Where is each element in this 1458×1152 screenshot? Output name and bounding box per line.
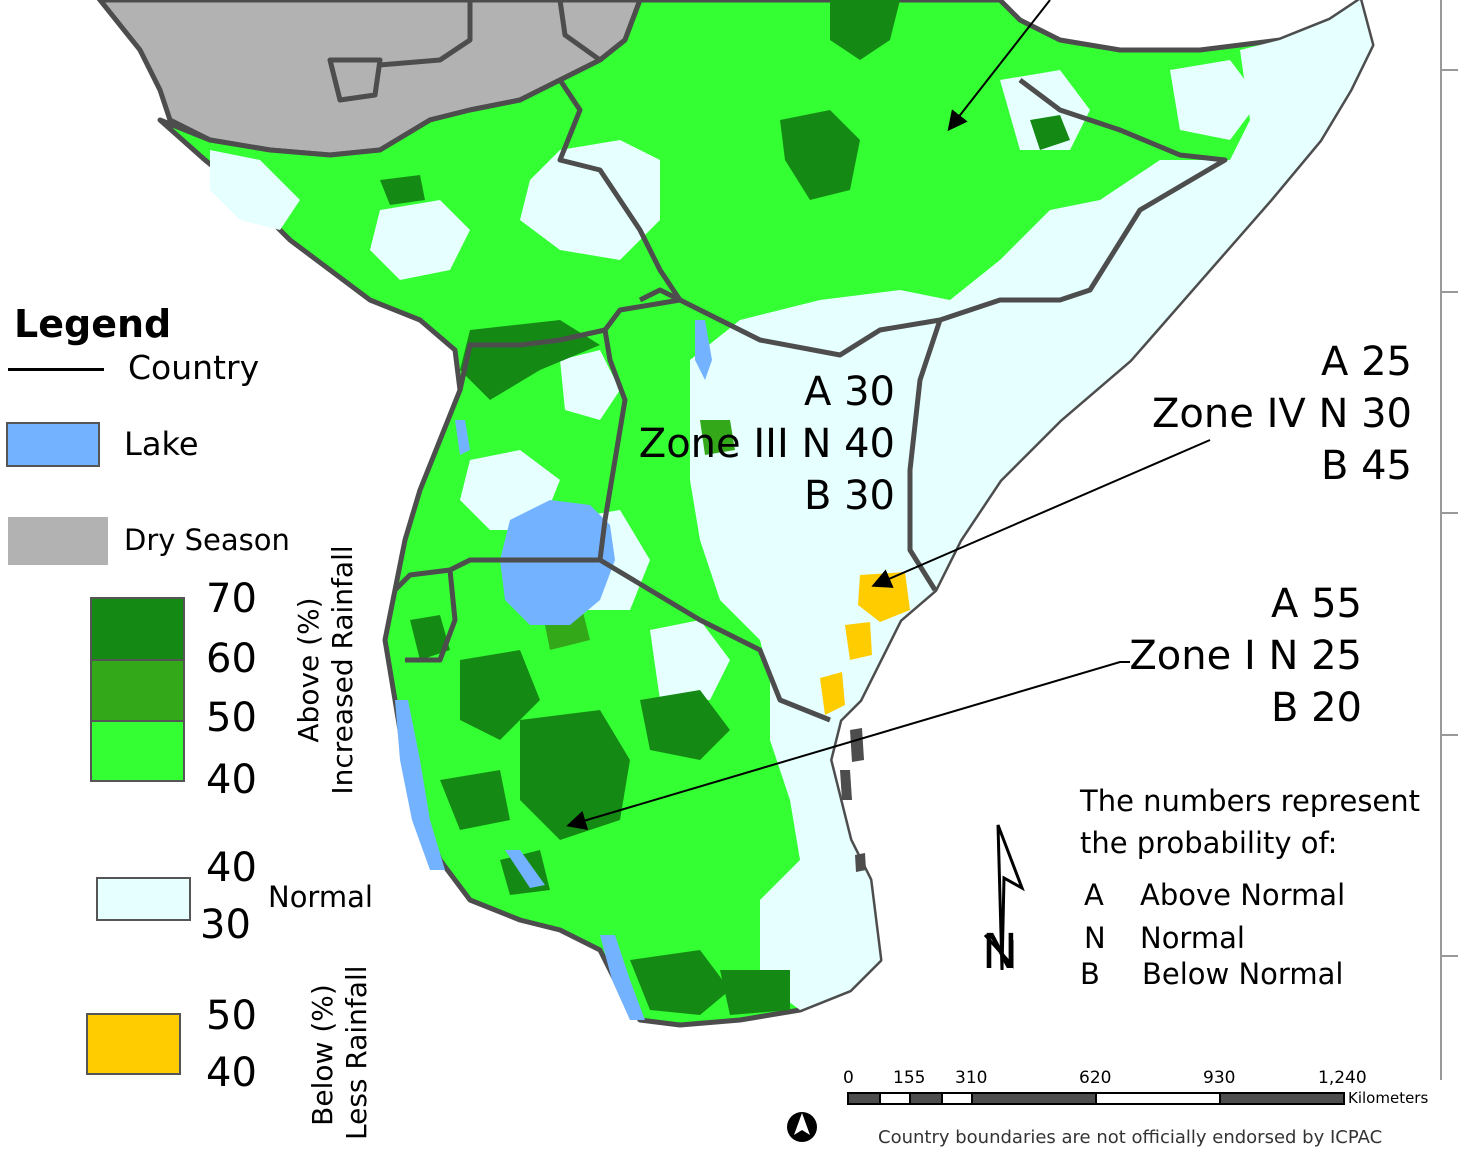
islands <box>840 728 866 872</box>
compass-icon <box>787 1112 817 1142</box>
north-arrow-letter: N <box>982 924 1018 980</box>
zone-iv-line-n: Zone IV N 30 <box>1152 391 1412 437</box>
zone-iii-line-a: A 30 <box>804 369 895 415</box>
dry-season-swatch <box>8 517 108 565</box>
above-label-line2: Increased Rainfall <box>326 545 359 795</box>
explanation-code-n: N <box>1084 921 1106 955</box>
explanation-code-b: B <box>1080 957 1100 991</box>
above-60-swatch <box>90 659 185 722</box>
below-swatch <box>86 1013 181 1075</box>
legend-country-label: Country <box>128 348 260 387</box>
lake-swatch <box>6 422 100 467</box>
legend-title: Legend <box>14 302 172 346</box>
country-line-symbol <box>8 368 104 371</box>
scale-tick-0: 0 <box>843 1068 854 1088</box>
north-arrow-icon <box>983 824 1025 971</box>
scale-unit: Kilometers <box>1348 1089 1429 1107</box>
explanation-label-n: Normal <box>1140 921 1245 955</box>
explanation-line1: The numbers represent <box>1080 784 1421 818</box>
above-60-areas <box>380 0 1070 1015</box>
above-label-line1: Above (%) <box>292 597 325 743</box>
above-50-swatch <box>90 720 185 782</box>
zone-ii-arrow <box>947 0 1051 132</box>
scale-tick-930: 930 <box>1203 1068 1236 1088</box>
zone-iii-label: A 30 Zone III N 40 B 30 <box>620 366 895 522</box>
explanation-label-b: Below Normal <box>1142 957 1344 991</box>
legend-normal-label: Normal <box>268 880 373 914</box>
below-vertical-label: Below (%) Less Rainfall <box>306 965 374 1140</box>
explanation-line2: the probability of: <box>1080 826 1338 860</box>
country-borders <box>327 0 1228 723</box>
map-frame <box>1440 0 1458 1080</box>
zone-i-line-b: B 20 <box>1270 685 1362 731</box>
legend-above-40: 40 <box>206 757 257 803</box>
explanation-code-a: A <box>1084 878 1104 912</box>
normal-swatch <box>96 877 191 921</box>
zone-arrows <box>566 0 1211 831</box>
explanation-label-a: Above Normal <box>1140 878 1346 912</box>
scale-tick-155: 155 <box>893 1068 926 1088</box>
above-vertical-label: Above (%) Increased Rainfall <box>292 535 360 805</box>
zone-iii-line-n: Zone III N 40 <box>638 421 895 467</box>
zone-i-line-a: A 55 <box>1271 581 1362 627</box>
zone-iv-arrow <box>871 439 1211 588</box>
zone-i-arrow <box>566 661 1130 831</box>
below-label-line1: Below (%) <box>306 984 339 1126</box>
legend-below-40: 40 <box>206 1050 257 1096</box>
legend-above-60: 60 <box>206 636 257 682</box>
scale-bar <box>847 1092 1345 1105</box>
zone-i-line-n: Zone I N 25 <box>1129 633 1362 679</box>
zone-iv-line-a: A 25 <box>1321 339 1412 385</box>
zone-i-label: A 55 Zone I N 25 B 20 <box>1120 578 1362 734</box>
scale-tick-310: 310 <box>955 1068 988 1088</box>
scale-tick-620: 620 <box>1079 1068 1112 1088</box>
legend-normal-40: 40 <box>206 845 257 891</box>
zone-iv-label: A 25 Zone IV N 30 B 45 <box>1140 336 1412 492</box>
below-normal-areas <box>820 572 910 715</box>
legend-normal-30: 30 <box>200 902 251 948</box>
zone-iv-line-b: B 45 <box>1320 443 1412 489</box>
scale-tick-1240: 1,240 <box>1318 1068 1367 1088</box>
above-70-swatch <box>90 597 185 661</box>
below-label-line2: Less Rainfall <box>340 965 373 1140</box>
legend-lake-label: Lake <box>124 425 199 463</box>
legend-dry-label: Dry Season <box>124 523 290 557</box>
legend-below-50: 50 <box>206 993 257 1039</box>
zone-iii-line-b: B 30 <box>803 473 895 519</box>
legend-above-70: 70 <box>206 576 257 622</box>
disclaimer: Country boundaries are not officially en… <box>878 1127 1383 1148</box>
legend-above-50: 50 <box>206 695 257 741</box>
